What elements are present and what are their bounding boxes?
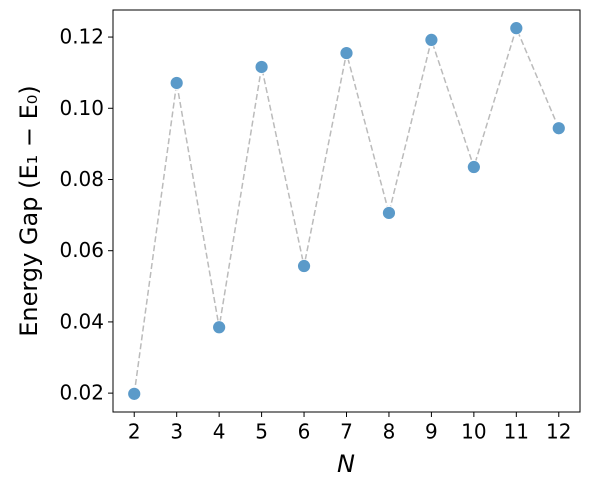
y-axis-label: Energy Gap (E₁ − E₀) xyxy=(15,85,43,336)
data-point xyxy=(127,386,142,401)
y-tick-label: 0.04 xyxy=(59,309,104,333)
x-tick-label: 10 xyxy=(461,420,486,444)
connecting-line xyxy=(133,25,560,394)
data-point xyxy=(339,46,354,60)
y-tick-label: 0.08 xyxy=(59,167,104,191)
x-tick-label: 11 xyxy=(504,420,529,444)
x-tick-label: 5 xyxy=(255,420,268,444)
x-axis-label: N xyxy=(337,450,355,478)
y-tick-label: 0.02 xyxy=(59,381,104,405)
y-tick-label: 0.12 xyxy=(59,25,104,49)
x-tick-label: 8 xyxy=(383,420,396,444)
data-point xyxy=(551,121,566,136)
x-tick-label: 4 xyxy=(213,420,226,444)
data-point xyxy=(254,60,269,74)
data-point xyxy=(212,320,227,335)
x-tick-label: 9 xyxy=(425,420,438,444)
x-tick-label: 6 xyxy=(298,420,311,444)
data-point xyxy=(382,206,396,220)
data-point xyxy=(466,160,481,174)
x-tick-label: 2 xyxy=(128,420,141,444)
y-tick-label: 0.06 xyxy=(59,238,104,262)
x-tick-label: 7 xyxy=(340,420,353,444)
x-tick-label: 12 xyxy=(546,420,571,444)
data-point xyxy=(424,33,439,47)
data-point xyxy=(509,21,524,36)
x-tick-label: 3 xyxy=(170,420,183,444)
data-point xyxy=(297,259,311,273)
plot-frame xyxy=(112,9,581,413)
data-point xyxy=(169,76,184,90)
y-tick-label: 0.10 xyxy=(59,96,104,120)
